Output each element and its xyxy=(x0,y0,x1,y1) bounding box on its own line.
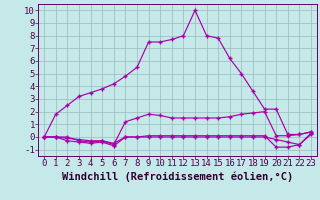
X-axis label: Windchill (Refroidissement éolien,°C): Windchill (Refroidissement éolien,°C) xyxy=(62,171,293,182)
